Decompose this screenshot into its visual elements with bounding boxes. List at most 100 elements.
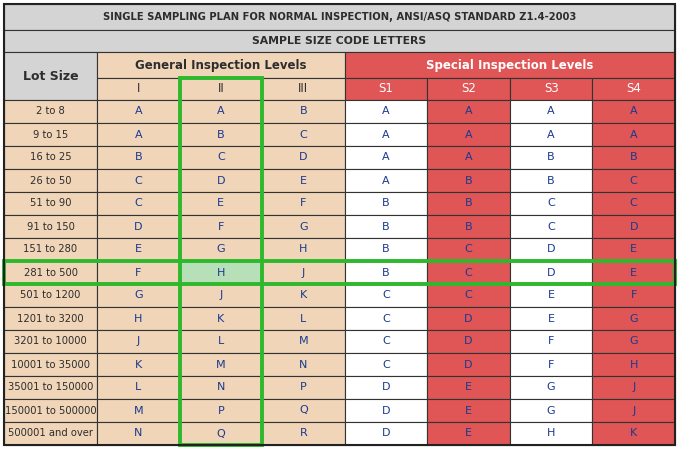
Text: E: E — [630, 268, 637, 278]
Text: L: L — [218, 337, 224, 347]
Bar — [427, 330, 510, 353]
Bar — [427, 192, 510, 215]
Bar — [510, 422, 593, 445]
Text: 2 to 8: 2 to 8 — [36, 106, 65, 116]
Text: M: M — [299, 337, 308, 347]
Text: G: G — [547, 383, 555, 393]
Bar — [4, 123, 97, 146]
Bar — [510, 261, 593, 284]
Text: Q: Q — [299, 405, 308, 415]
Text: B: B — [382, 222, 390, 232]
Bar — [593, 353, 675, 376]
Text: N: N — [134, 429, 143, 439]
Text: C: C — [299, 130, 308, 140]
Bar — [179, 307, 262, 330]
Text: II: II — [217, 82, 224, 96]
Text: P: P — [217, 405, 224, 415]
Text: C: C — [630, 176, 638, 186]
Text: I: I — [136, 82, 140, 96]
Text: B: B — [134, 152, 142, 162]
Bar — [97, 123, 179, 146]
Text: A: A — [464, 152, 473, 162]
Bar — [510, 399, 593, 422]
Text: K: K — [630, 429, 638, 439]
Bar — [97, 284, 179, 307]
Text: B: B — [547, 176, 555, 186]
Bar — [345, 307, 427, 330]
Text: B: B — [382, 198, 390, 208]
Bar — [4, 353, 97, 376]
Text: C: C — [134, 176, 142, 186]
Bar — [262, 192, 345, 215]
Text: E: E — [465, 383, 472, 393]
Text: S1: S1 — [379, 82, 393, 96]
Text: G: G — [629, 337, 638, 347]
Text: C: C — [217, 152, 225, 162]
Bar — [262, 422, 345, 445]
Text: 26 to 50: 26 to 50 — [30, 176, 71, 186]
Bar — [262, 353, 345, 376]
Text: A: A — [630, 106, 638, 116]
Bar — [427, 215, 510, 238]
Bar — [97, 399, 179, 422]
Bar — [262, 146, 345, 169]
Text: L: L — [300, 313, 306, 324]
Bar — [179, 100, 262, 123]
Bar — [345, 238, 427, 261]
Text: 501 to 1200: 501 to 1200 — [20, 290, 81, 300]
Text: H: H — [629, 359, 638, 369]
Text: SAMPLE SIZE CODE LETTERS: SAMPLE SIZE CODE LETTERS — [253, 36, 426, 46]
Bar — [179, 399, 262, 422]
Bar — [427, 307, 510, 330]
Bar — [510, 215, 593, 238]
Text: E: E — [548, 313, 555, 324]
Bar — [4, 192, 97, 215]
Bar — [593, 78, 675, 100]
Text: 3201 to 10000: 3201 to 10000 — [14, 337, 87, 347]
Bar — [427, 100, 510, 123]
Bar — [510, 376, 593, 399]
Bar — [97, 146, 179, 169]
Text: B: B — [464, 176, 473, 186]
Text: A: A — [134, 106, 142, 116]
Text: 281 to 500: 281 to 500 — [24, 268, 77, 278]
Bar — [262, 78, 345, 100]
Bar — [510, 169, 593, 192]
Bar — [593, 192, 675, 215]
Text: M: M — [134, 405, 143, 415]
Text: B: B — [464, 222, 473, 232]
Bar — [593, 330, 675, 353]
Bar — [593, 100, 675, 123]
Bar — [427, 78, 510, 100]
Bar — [179, 192, 262, 215]
Text: B: B — [382, 244, 390, 254]
Bar — [593, 307, 675, 330]
Bar — [510, 353, 593, 376]
Bar — [345, 169, 427, 192]
Bar — [345, 261, 427, 284]
Text: C: C — [547, 222, 555, 232]
Bar — [97, 52, 345, 78]
Text: SINGLE SAMPLING PLAN FOR NORMAL INSPECTION, ANSI/ASQ STANDARD Z1.4-2003: SINGLE SAMPLING PLAN FOR NORMAL INSPECTI… — [103, 12, 576, 22]
Bar — [427, 238, 510, 261]
Bar — [593, 261, 675, 284]
Text: Special Inspection Levels: Special Inspection Levels — [426, 59, 593, 71]
Bar — [4, 261, 675, 284]
Text: J: J — [136, 337, 140, 347]
Text: 9 to 15: 9 to 15 — [33, 130, 68, 140]
Bar — [4, 376, 97, 399]
Text: S3: S3 — [544, 82, 559, 96]
Bar — [179, 78, 262, 445]
Text: N: N — [299, 359, 308, 369]
Text: C: C — [134, 198, 142, 208]
Text: C: C — [382, 359, 390, 369]
Bar — [427, 284, 510, 307]
Bar — [97, 376, 179, 399]
Text: H: H — [217, 268, 225, 278]
Text: H: H — [134, 313, 143, 324]
Bar — [179, 215, 262, 238]
Bar — [4, 238, 97, 261]
Text: F: F — [300, 198, 307, 208]
Bar — [345, 399, 427, 422]
Text: F: F — [218, 222, 224, 232]
